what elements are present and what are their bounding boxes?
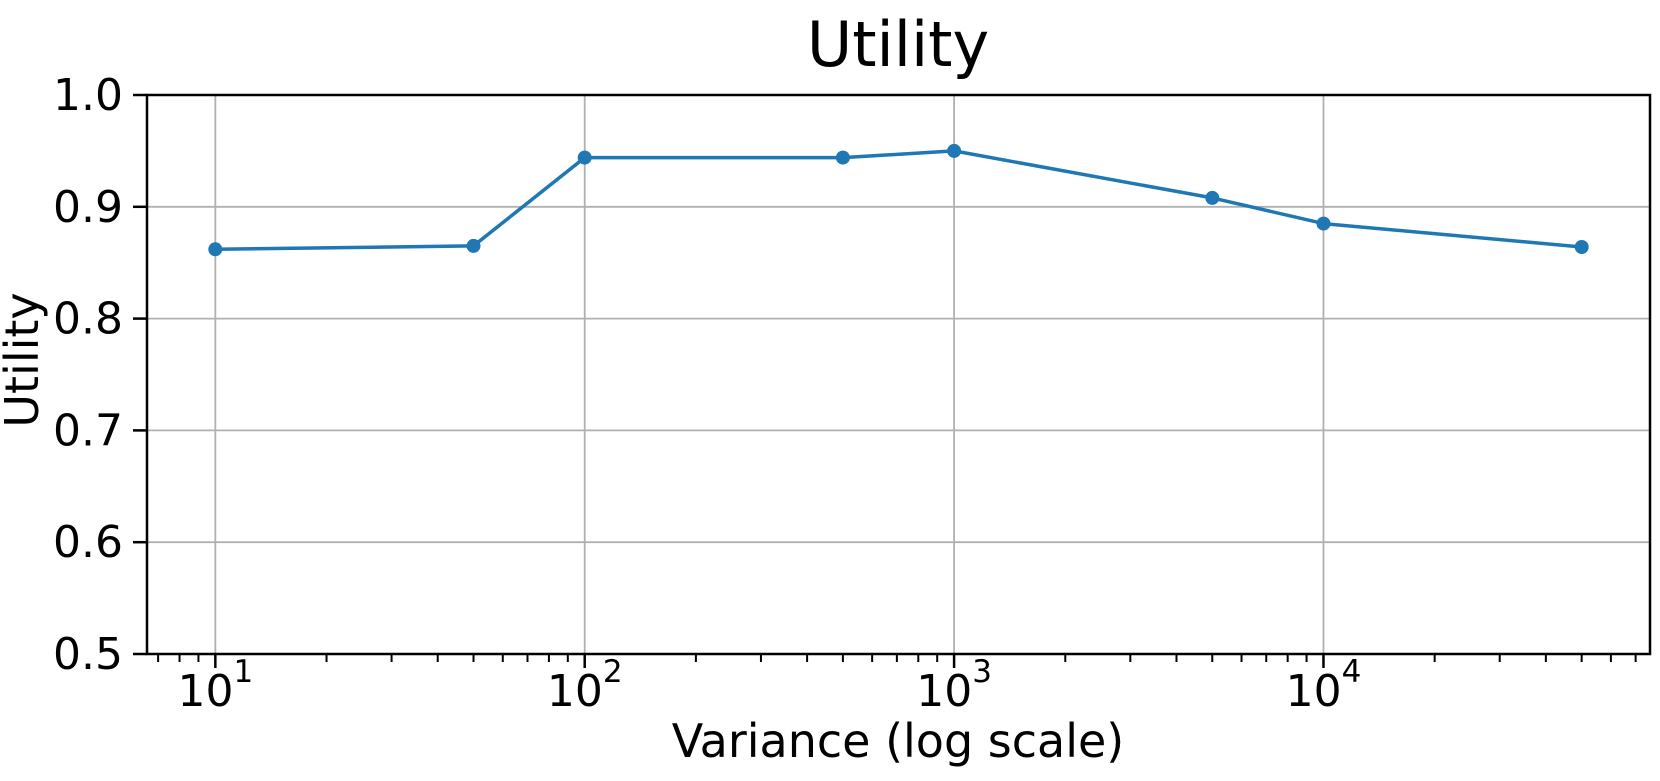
data-point-marker: [835, 150, 850, 165]
data-point-marker: [1205, 190, 1220, 205]
y-tick-label: 0.6: [53, 517, 123, 568]
y-tick-label: 1.0: [53, 70, 123, 121]
y-tick-label: 0.5: [53, 629, 123, 680]
series-line: [213, 149, 1584, 252]
chart-title: Utility: [807, 8, 989, 81]
axis-ticks: [133, 93, 1637, 668]
data-point-marker: [577, 150, 592, 165]
gridlines: [147, 94, 1650, 655]
plot-border: [145, 93, 1652, 656]
x-tick-labels: 101 102 103 104: [177, 654, 1361, 717]
x-axis-label: Variance (log scale): [672, 714, 1125, 768]
data-series: [208, 143, 1589, 257]
y-tick-labels: 0.5 0.6 0.7 0.8 0.9 1.0: [53, 70, 123, 680]
data-point-marker: [466, 238, 481, 253]
y-tick-label: 0.9: [53, 182, 123, 233]
data-point-marker: [1316, 216, 1331, 231]
data-point-marker: [947, 143, 962, 158]
y-tick-label: 0.8: [53, 294, 123, 345]
data-point-marker: [208, 242, 223, 257]
y-axis-label: Utility: [0, 292, 49, 427]
y-tick-label: 0.7: [53, 405, 123, 456]
data-point-marker: [1574, 240, 1589, 254]
